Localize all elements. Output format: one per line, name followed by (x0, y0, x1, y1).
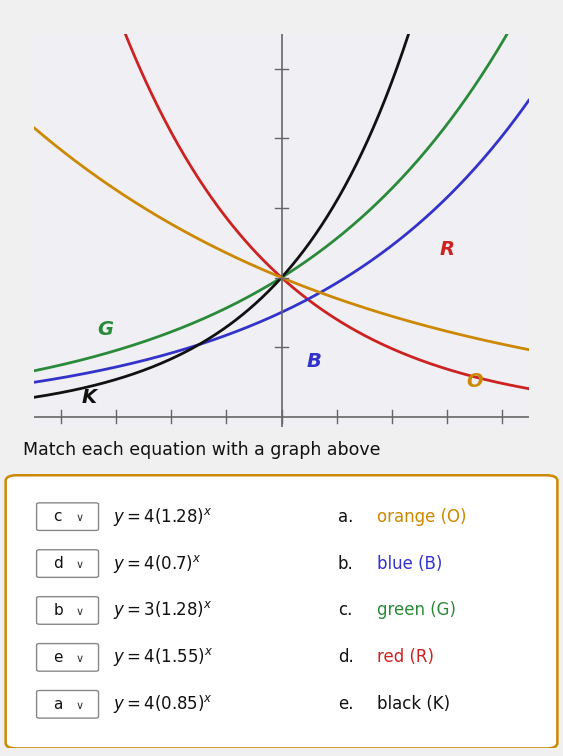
Text: ∨: ∨ (76, 513, 84, 523)
Text: ∨: ∨ (76, 560, 84, 570)
Text: c.: c. (338, 602, 352, 619)
Text: $y=4(0.85)^x$: $y=4(0.85)^x$ (113, 693, 212, 715)
FancyBboxPatch shape (37, 550, 99, 578)
Text: c: c (53, 509, 62, 524)
Text: d: d (53, 556, 63, 571)
Text: green (G): green (G) (377, 602, 456, 619)
Text: a: a (53, 697, 63, 712)
Text: b: b (53, 603, 63, 618)
Text: G: G (97, 321, 113, 339)
Text: ∨: ∨ (76, 654, 84, 664)
Text: Match each equation with a graph above: Match each equation with a graph above (23, 441, 380, 459)
FancyBboxPatch shape (6, 476, 557, 748)
Text: $y=3(1.28)^x$: $y=3(1.28)^x$ (113, 600, 212, 621)
Text: B: B (307, 352, 322, 370)
Text: R: R (439, 240, 454, 259)
FancyBboxPatch shape (37, 690, 99, 718)
Text: blue (B): blue (B) (377, 555, 443, 572)
FancyBboxPatch shape (37, 503, 99, 531)
Text: $y=4(1.55)^x$: $y=4(1.55)^x$ (113, 646, 213, 668)
Text: $y=4(1.28)^x$: $y=4(1.28)^x$ (113, 506, 212, 528)
Text: ∨: ∨ (76, 607, 84, 617)
Text: K: K (81, 388, 96, 407)
Text: e: e (53, 650, 63, 665)
Text: O: O (466, 373, 482, 392)
FancyBboxPatch shape (37, 643, 99, 671)
Text: e.: e. (338, 696, 354, 714)
Text: b.: b. (338, 555, 354, 572)
Text: ∨: ∨ (76, 701, 84, 711)
Text: $y=4(0.7)^x$: $y=4(0.7)^x$ (113, 553, 201, 575)
Text: orange (O): orange (O) (377, 507, 467, 525)
FancyBboxPatch shape (37, 596, 99, 624)
Text: d.: d. (338, 649, 354, 666)
Text: a.: a. (338, 507, 353, 525)
Text: red (R): red (R) (377, 649, 434, 666)
Text: black (K): black (K) (377, 696, 450, 714)
